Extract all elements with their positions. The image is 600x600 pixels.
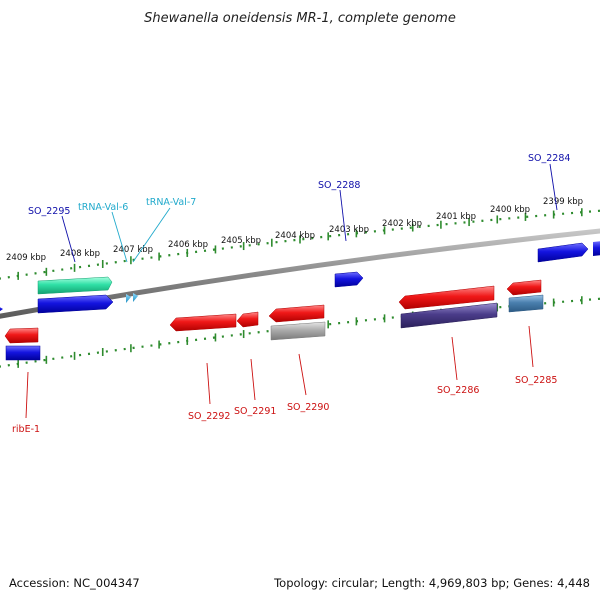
label-so-2285: SO_2285: [515, 375, 557, 386]
feature-teal-so-2295-region[interactable]: [37, 276, 113, 295]
so-2286-leader: [451, 336, 458, 381]
label-trna-val-7: tRNA-Val-7: [146, 197, 196, 208]
ruler-label-2405: 2405 kbp: [221, 236, 261, 246]
ruler-label-2406: 2406 kbp: [168, 240, 208, 250]
gene-right-edge-forward[interactable]: [593, 241, 600, 256]
gene-so-2285[interactable]: [506, 279, 542, 296]
map-title: Shewanella oneidensis MR-1, complete gen…: [144, 11, 456, 26]
label-so-2290: SO_2290: [287, 402, 329, 413]
gene-left-edge-forward[interactable]: [0, 305, 3, 314]
gene-ribe-1[interactable]: [4, 327, 39, 344]
ruler-label-2409: 2409 kbp: [6, 253, 46, 263]
label-so-2286: SO_2286: [437, 385, 479, 396]
so-2290-leader: [298, 353, 307, 396]
feature-steel-so-2285-region[interactable]: [508, 294, 544, 313]
so-2285-leader: [528, 325, 534, 368]
ruler-label-2404: 2404 kbp: [275, 231, 315, 241]
ruler-label-2403: 2403 kbp: [329, 225, 369, 235]
so-2291-leader: [250, 358, 256, 401]
ruler-label-2401: 2401 kbp: [436, 212, 476, 222]
label-so-2291: SO_2291: [234, 406, 276, 417]
trna-val-7-leader: [132, 207, 171, 263]
forward-ruler-major-ticks: [17, 208, 583, 280]
ruler-label-2408: 2408 kbp: [60, 249, 100, 259]
feature-purple-so-2286-region[interactable]: [400, 302, 498, 329]
label-so-2292: SO_2292: [188, 411, 230, 422]
feature-blue-ribe-region[interactable]: [5, 345, 41, 361]
ruler-label-2400: 2400 kbp: [490, 205, 530, 215]
gene-so-2284[interactable]: [537, 242, 589, 263]
label-so-2284: SO_2284: [528, 153, 570, 164]
label-trna-val-6: tRNA-Val-6: [78, 202, 128, 213]
ribe-1-leader: [25, 371, 29, 419]
label-ribe-1: ribE-1: [12, 424, 40, 435]
so-2292-leader: [206, 362, 211, 405]
label-so-2288: SO_2288: [318, 180, 360, 191]
gene-so-2290[interactable]: [268, 304, 325, 323]
accession-text: Accession: NC_004347: [9, 576, 140, 590]
gene-so-2295[interactable]: [37, 294, 114, 314]
ruler-label-2407: 2407 kbp: [113, 245, 153, 255]
so-2295-leader: [61, 215, 76, 263]
so-2288-leader: [339, 189, 347, 242]
trna-val-7-feature[interactable]: [133, 293, 138, 302]
trna-val-6-feature[interactable]: [126, 294, 131, 303]
topology-text: Topology: circular; Length: 4,969,803 bp…: [273, 576, 590, 590]
gene-so-2288[interactable]: [334, 271, 364, 288]
ruler-label-2402: 2402 kbp: [382, 219, 422, 229]
gene-so-2292[interactable]: [169, 313, 237, 332]
label-so-2295: SO_2295: [28, 206, 70, 217]
trna-val-6-leader: [111, 211, 128, 263]
feature-gray-so-2290-region[interactable]: [270, 321, 326, 341]
gene-so-2291[interactable]: [236, 311, 259, 328]
ruler-label-2399: 2399 kbp: [543, 197, 583, 207]
so-2284-leader: [549, 163, 558, 211]
gene-so-2286[interactable]: [398, 285, 495, 310]
